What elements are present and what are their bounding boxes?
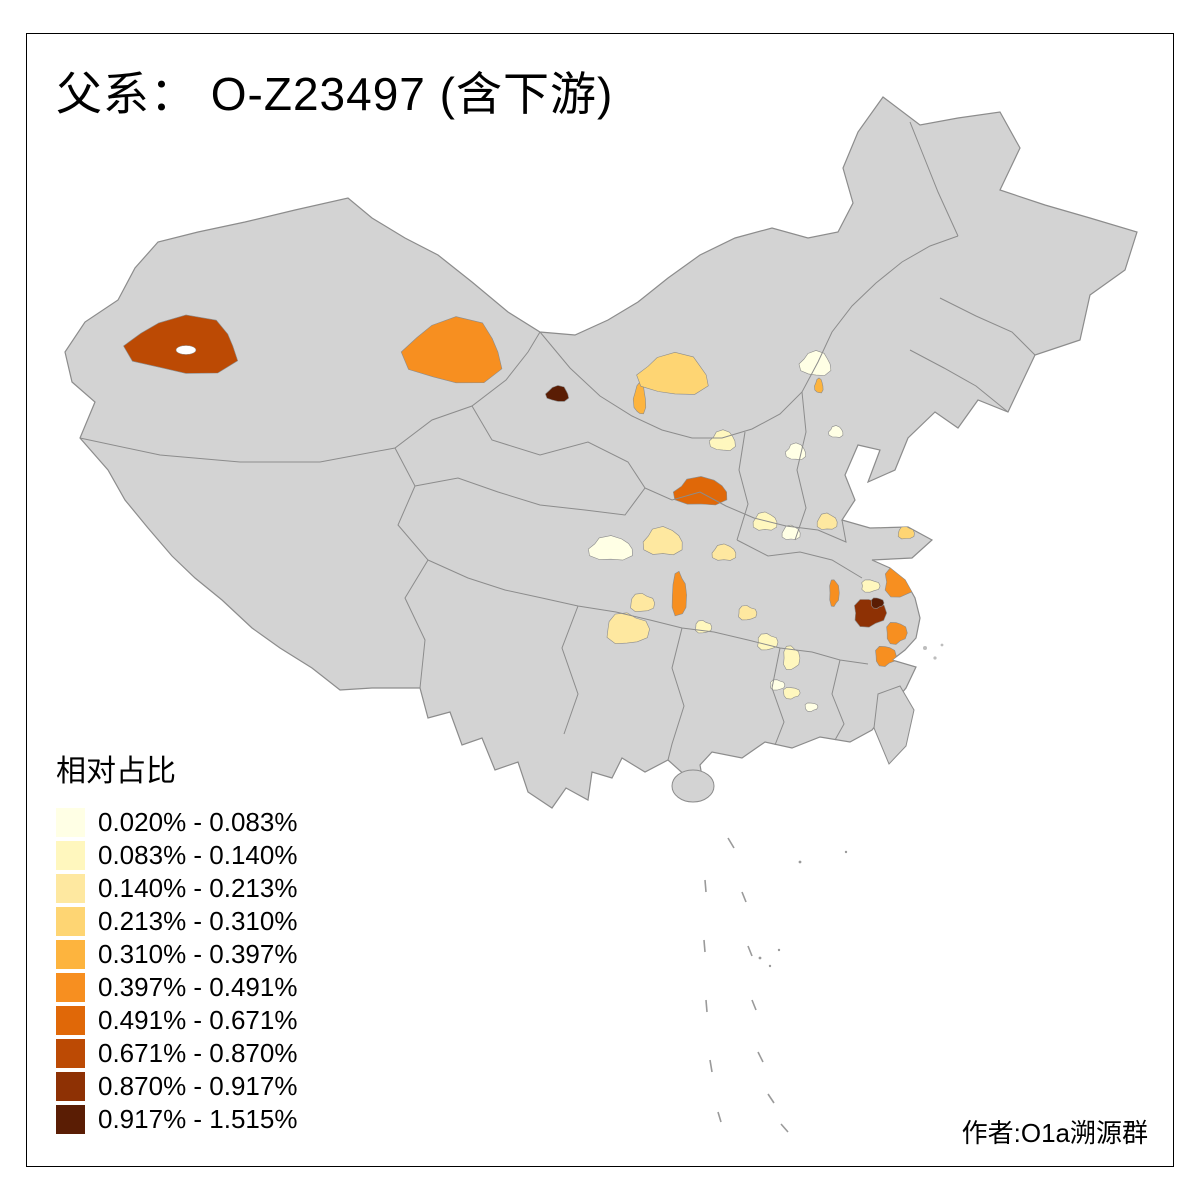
map-region [870,597,885,609]
province-border-line [427,559,869,665]
china-mainland-shape [64,96,1138,809]
map-region [861,579,881,593]
legend-swatch [56,841,85,870]
map-region [545,385,570,402]
author-credit: 作者:O1a溯源群 [961,1118,1148,1148]
province-border-line [939,297,1036,356]
map-region [814,377,824,394]
map-region [829,579,840,607]
legend-label: 0.020% - 0.083% [98,807,298,837]
map-region [671,570,687,617]
map-region [783,645,801,670]
legend-item: 0.397% - 0.491% [56,971,297,1004]
province-borders [79,121,1036,761]
legend-label: 0.671% - 0.870% [98,1038,298,1068]
coastal-islet [940,643,944,647]
legend-item: 0.310% - 0.397% [56,938,297,971]
legend-swatch [56,1006,85,1035]
province-border-line [667,627,685,761]
province-border-line [909,349,1009,413]
map-region [636,351,709,395]
map-region [588,535,633,561]
map-region-hole [175,345,197,355]
colored-regions [123,314,919,712]
map-region [816,512,838,530]
legend-label: 0.917% - 1.515% [98,1104,298,1134]
coastal-islet [923,646,927,650]
legend: 相对占比 0.020% - 0.083% 0.083% - 0.140% 0.140… [56,746,297,1136]
map-region [672,476,728,506]
province-border-line [539,235,959,439]
map-region [897,525,915,540]
legend-label: 0.397% - 0.491% [98,972,298,1002]
province-border-line [909,121,959,237]
legend-item: 0.870% - 0.917% [56,1070,297,1103]
map-region [875,645,897,667]
legend-swatch [56,1105,85,1134]
map-region [828,425,844,438]
legend-swatch [56,907,85,936]
legend-label: 0.213% - 0.310% [98,906,298,936]
legend-title: 相对占比 [56,755,176,788]
province-border-line [644,487,847,543]
coastal-islet [933,656,937,660]
map-region [708,429,736,451]
legend-label: 0.491% - 0.671% [98,1005,298,1035]
legend-label: 0.870% - 0.917% [98,1071,298,1101]
province-border-line [736,431,749,541]
map-region [642,526,683,556]
legend-item: 0.917% - 1.515% [56,1103,297,1136]
legend-swatch [56,1072,85,1101]
legend-label: 0.310% - 0.397% [98,939,298,969]
province-border-line [736,539,863,579]
sea-islands-dashes [703,837,848,1133]
page-title: 父系： O-Z23497 (含下游) [56,68,614,120]
map-region [738,605,758,621]
legend-item: 0.083% - 0.140% [56,839,297,872]
hainan-island [671,769,715,803]
map-region [630,592,656,613]
map-region [770,679,786,691]
taiwan-island [873,685,915,765]
map-region [782,687,801,700]
map-region [884,566,919,598]
province-border-line [561,605,579,735]
map-region [804,702,819,712]
legend-items: 0.020% - 0.083% 0.083% - 0.140% 0.140% - 0… [56,806,297,1136]
legend-label: 0.083% - 0.140% [98,840,298,870]
legend-item: 0.140% - 0.213% [56,872,297,905]
legend-label: 0.140% - 0.213% [98,873,298,903]
map-region [400,316,503,384]
map-region [798,350,832,376]
province-border-line [831,659,845,741]
map-region [847,507,865,522]
legend-swatch [56,874,85,903]
map-region [123,314,239,374]
legend-item: 0.020% - 0.083% [56,806,297,839]
map-region [886,622,908,645]
province-border-line [794,391,807,541]
legend-swatch [56,1039,85,1068]
province-border-line [771,647,785,746]
legend-item: 0.213% - 0.310% [56,905,297,938]
province-border-line [414,405,646,516]
legend-item: 0.491% - 0.671% [56,1004,297,1037]
legend-swatch [56,940,85,969]
map-region [606,612,650,645]
map-region [711,543,737,561]
province-border-line [79,331,541,463]
islands [671,643,944,803]
map-region [876,516,892,529]
legend-item: 0.671% - 0.870% [56,1037,297,1070]
legend-swatch [56,808,85,837]
legend-swatch [56,973,85,1002]
